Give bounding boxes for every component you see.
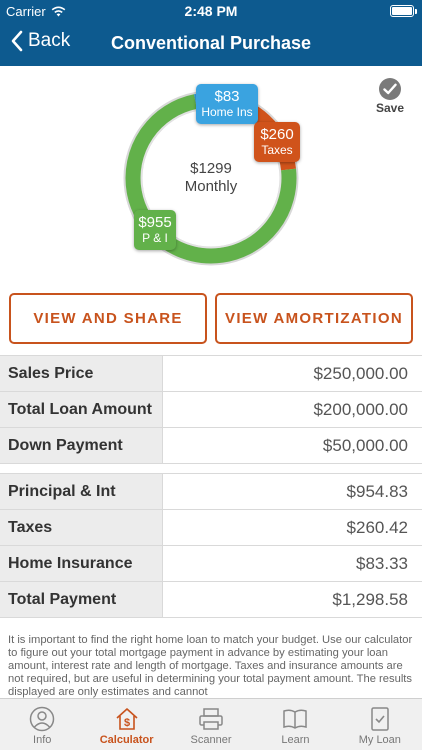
monthly-total: $1299 (190, 160, 232, 177)
tab-label: My Loan (358, 734, 401, 746)
payment-table: Principal & Int $954.83 Taxes $260.42 Ho… (0, 473, 422, 618)
checkmark-icon (379, 78, 401, 100)
table-row: Sales Price $250,000.00 (0, 356, 422, 392)
row-label: Home Insurance (0, 546, 163, 581)
tab-info[interactable]: Info (0, 699, 84, 750)
back-button[interactable]: Back (10, 30, 70, 52)
table-row: Principal & Int $954.83 (0, 474, 422, 510)
row-value: $50,000.00 (322, 435, 408, 455)
table-row: Total Payment $1,298.58 (0, 582, 422, 618)
save-button[interactable]: Save (372, 78, 408, 115)
tab-learn[interactable]: Learn (253, 699, 337, 750)
navigation-bar: Back Conventional Purchase (0, 22, 422, 66)
table-row: Total Loan Amount $200,000.00 (0, 392, 422, 428)
carrier-label: Carrier (6, 4, 46, 19)
donut-center: $1299 Monthly (160, 160, 262, 196)
page-title: Conventional Purchase (110, 33, 312, 53)
save-label: Save (375, 101, 405, 115)
tab-my-loan[interactable]: My Loan (338, 699, 422, 750)
table-row: Home Insurance $83.33 (0, 546, 422, 582)
pi-amount: $955 (138, 214, 172, 231)
chevron-left-icon (11, 30, 23, 52)
row-value: $1,298.58 (332, 589, 408, 609)
loan-table: Sales Price $250,000.00 Total Loan Amoun… (0, 355, 422, 464)
wifi-icon (51, 6, 66, 17)
scanner-icon (199, 708, 223, 730)
status-bar: Carrier 2:48 PM (0, 0, 422, 22)
pi-tag: $955 P & I (134, 210, 176, 250)
person-icon (29, 706, 55, 732)
table-row: Down Payment $50,000.00 (0, 428, 422, 464)
tab-label: Scanner (190, 734, 232, 746)
carrier: Carrier (6, 4, 66, 19)
row-value: $200,000.00 (313, 399, 408, 419)
book-icon (283, 709, 308, 729)
tab-calculator[interactable]: $ Calculator (84, 699, 168, 750)
monthly-label: Monthly (184, 178, 238, 195)
status-time: 2:48 PM (184, 3, 238, 19)
row-label: Total Payment (0, 582, 163, 617)
disclaimer-text: It is important to find the right home l… (8, 634, 413, 698)
row-label: Taxes (0, 510, 163, 545)
row-label: Total Loan Amount (0, 392, 163, 427)
top-bar: Carrier 2:48 PM Back Conventional Purcha… (0, 0, 422, 66)
view-amortization-button[interactable]: VIEW AMORTIZATION (215, 293, 413, 344)
row-value: $250,000.00 (313, 363, 408, 383)
row-value: $83.33 (356, 553, 408, 573)
tab-scanner[interactable]: Scanner (169, 699, 253, 750)
row-value: $954.83 (346, 481, 408, 501)
row-label: Down Payment (0, 428, 163, 463)
pi-label: P & I (142, 231, 168, 245)
taxes-amount: $260 (260, 126, 294, 143)
row-label: Sales Price (0, 356, 163, 391)
home-ins-label: Home Ins (201, 105, 253, 119)
row-value: $260.42 (346, 517, 408, 537)
tab-label: Calculator (99, 734, 154, 746)
home-ins-tag: $83 Home Ins (196, 84, 258, 124)
taxes-label: Taxes (261, 143, 293, 157)
battery-icon (390, 5, 417, 17)
row-label: Principal & Int (0, 474, 163, 509)
home-ins-amount: $83 (214, 88, 240, 105)
tab-bar: Info $ Calculator Scanner Learn My Loan (0, 698, 422, 750)
tab-label: Info (33, 734, 52, 746)
tab-label: Learn (281, 734, 310, 746)
table-row: Taxes $260.42 (0, 510, 422, 546)
view-and-share-button[interactable]: VIEW AND SHARE (9, 293, 207, 344)
payment-summary-chart: $1299 Monthly $83 Home Ins $260 Taxes $9… (0, 66, 422, 286)
svg-text:$: $ (124, 717, 130, 729)
house-dollar-icon: $ (116, 708, 138, 730)
taxes-tag: $260 Taxes (254, 122, 300, 162)
back-label: Back (28, 30, 71, 51)
document-check-icon (371, 707, 389, 731)
